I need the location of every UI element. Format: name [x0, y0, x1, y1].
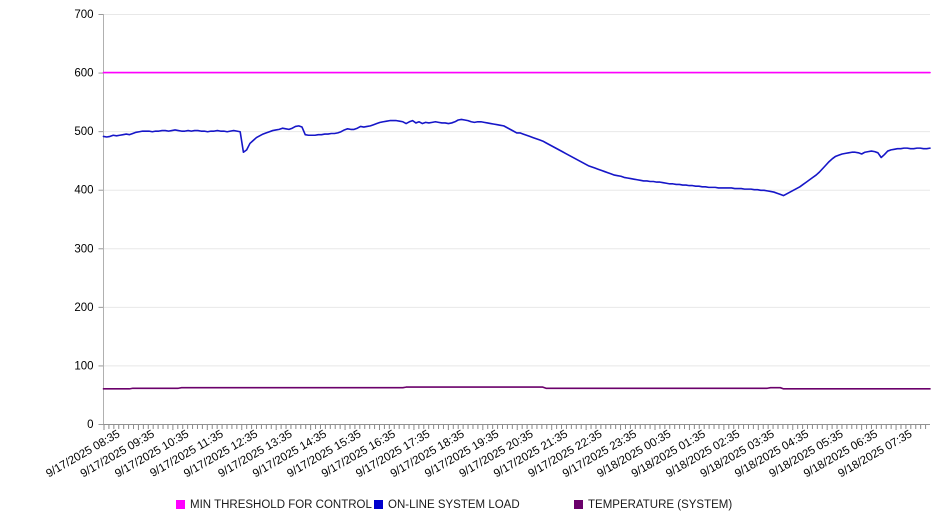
series-line [102, 386, 931, 390]
y-tick-label: 100 [74, 360, 93, 372]
y-tick-label: 0 [87, 419, 93, 431]
legend-label[interactable]: MIN THRESHOLD FOR CONTROL [190, 499, 372, 511]
y-tick-label: 700 [74, 9, 93, 21]
legend-swatch [176, 500, 185, 509]
legend-swatch [374, 500, 383, 509]
y-tick-label: 500 [74, 126, 93, 138]
y-tick-label: 400 [74, 185, 93, 197]
y-tick-label: 600 [74, 68, 93, 80]
chart-legend: MIN THRESHOLD FOR CONTROL ON-LINE SYSTEM … [176, 499, 732, 511]
data-series-group [102, 71, 931, 390]
y-tick-label: 300 [74, 243, 93, 255]
legend-swatch [574, 500, 583, 509]
y-axis-tick-labels: 700 600 500 400 300 200 100 0 [74, 9, 93, 431]
legend-label[interactable]: TEMPERATURE (SYSTEM) [588, 499, 732, 511]
y-tick-label: 200 [74, 302, 93, 314]
legend-label[interactable]: ON-LINE SYSTEM LOAD [388, 499, 520, 511]
series-line [102, 118, 931, 197]
